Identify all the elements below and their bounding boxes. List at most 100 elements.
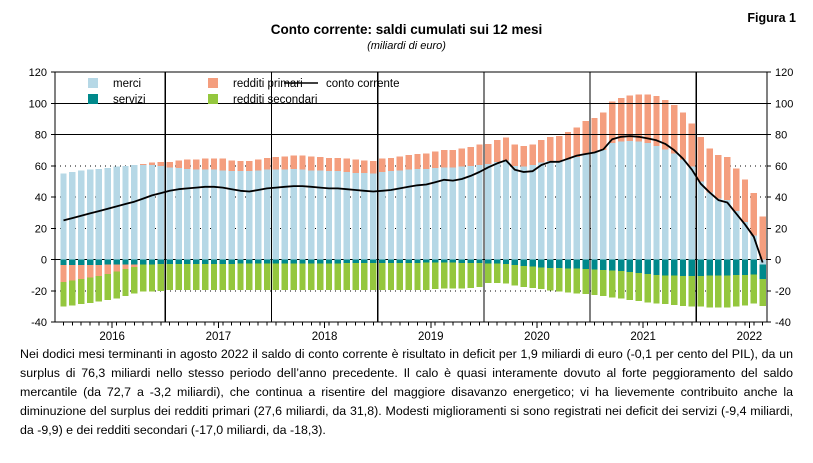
- legend-merci-label: merci: [113, 78, 141, 90]
- bar-segment-redditi-secondari: [299, 263, 306, 290]
- bar-segment-redditi-primari: [724, 157, 731, 201]
- bar-segment-redditi-primari: [564, 132, 572, 160]
- bar-segment-servizi: [378, 259, 386, 263]
- bar-segment-redditi-secondari: [95, 275, 103, 302]
- bar-segment-redditi-primari: [255, 159, 262, 171]
- y-axis-label-right: -20: [775, 286, 791, 298]
- bar-segment-merci: [458, 166, 465, 260]
- bar-segment-redditi-secondari: [263, 263, 271, 290]
- bar-segment-redditi-primari: [600, 112, 607, 151]
- bar-segment-redditi-primari: [308, 156, 315, 171]
- bar-segment-servizi: [396, 259, 403, 263]
- bar-segment-redditi-secondari: [547, 267, 554, 291]
- bar-segment-merci: [352, 172, 359, 260]
- bar-segment-redditi-primari: [113, 264, 120, 272]
- bar-segment-servizi: [157, 259, 165, 265]
- bar-segment-servizi: [113, 259, 120, 265]
- bar-segment-merci: [69, 172, 76, 260]
- bar-segment-redditi-secondari: [653, 274, 660, 304]
- bar-segment-redditi-primari: [316, 157, 324, 171]
- bar-segment-servizi: [219, 259, 226, 264]
- x-axis-year-label: 2019: [418, 331, 444, 343]
- bar-segment-redditi-secondari: [688, 275, 696, 307]
- bar-segment-redditi-secondari: [60, 282, 67, 307]
- bar-segment-merci: [263, 169, 271, 260]
- bar-segment-servizi: [78, 259, 85, 265]
- y-axis-label-left: 80: [35, 130, 47, 142]
- bar-segment-redditi-secondari: [113, 271, 120, 299]
- bar-segment-redditi-secondari: [193, 264, 200, 290]
- bar-segment-redditi-primari: [493, 139, 501, 162]
- bar-segment-redditi-primari: [334, 157, 342, 172]
- y-axis-label-right: 80: [775, 130, 787, 142]
- bar-segment-redditi-primari: [750, 192, 757, 236]
- bar-segment-redditi-secondari: [582, 269, 589, 295]
- bar-segment-redditi-secondari: [78, 279, 85, 305]
- bar-segment-servizi: [263, 259, 271, 264]
- legend-redditi-secondari-label: redditi secondari: [233, 94, 317, 106]
- legend-merci-swatch: [88, 78, 98, 88]
- bar-segment-servizi: [175, 259, 182, 265]
- bar-segment-servizi: [573, 259, 580, 269]
- bar-segment-servizi: [325, 259, 333, 264]
- bar-segment-servizi: [715, 259, 722, 276]
- bar-segment-redditi-primari: [228, 160, 235, 172]
- bar-segment-servizi: [370, 259, 377, 263]
- y-axis-label-right: 40: [775, 192, 787, 204]
- bar-segment-servizi: [617, 259, 625, 272]
- bar-segment-redditi-primari: [440, 150, 448, 168]
- y-axis-label-left: 20: [35, 223, 47, 235]
- bar-segment-redditi-secondari: [370, 262, 377, 290]
- gridlines-front: [55, 102, 767, 135]
- bar-segment-redditi-secondari: [139, 264, 147, 292]
- bar-segment-redditi-secondari: [210, 263, 218, 290]
- bar-segment-redditi-primari: [538, 139, 545, 163]
- bar-segment-redditi-primari: [396, 156, 403, 171]
- bar-segment-redditi-primari: [343, 158, 350, 172]
- bar-segment-redditi-primari: [370, 161, 377, 174]
- bar-segment-servizi: [201, 259, 209, 265]
- bar-segment-redditi-primari: [759, 216, 766, 260]
- x-axis: 2016 2017 2018 2019 2020 2021 2022: [63, 322, 764, 343]
- legend-conto-corrente-label: conto corrente: [326, 78, 400, 90]
- bar-segment-redditi-secondari: [538, 267, 545, 290]
- bar-segment-servizi: [387, 259, 395, 263]
- bar-segment-redditi-primari: [679, 112, 687, 160]
- bar-segment-redditi-secondari: [617, 271, 625, 299]
- bar-segment-merci: [201, 169, 209, 260]
- bar-segment-merci: [95, 168, 103, 260]
- bar-segment-servizi: [255, 259, 262, 264]
- figure-number: Figura 1: [747, 11, 796, 25]
- bar-segment-merci: [600, 150, 607, 260]
- bar-segment-merci: [529, 164, 536, 260]
- bar-segment-redditi-secondari: [670, 275, 678, 305]
- bar-segment-merci: [635, 141, 642, 260]
- bar-segment-servizi: [591, 259, 598, 270]
- bar-segment-merci: [617, 141, 625, 260]
- bar-segment-merci: [467, 165, 474, 260]
- bar-segment-servizi: [414, 259, 421, 263]
- bar-segment-redditi-secondari: [662, 275, 669, 305]
- bar-segment-merci: [343, 172, 350, 260]
- bar-segment-redditi-secondari: [679, 275, 687, 306]
- bar-segment-redditi-secondari: [511, 264, 519, 286]
- bar-segment-redditi-primari: [201, 158, 209, 170]
- bar-segment-servizi: [440, 259, 448, 263]
- bar-segment-merci: [166, 167, 173, 260]
- bar-segment-servizi: [405, 259, 412, 263]
- bar-segment-merci: [440, 167, 448, 260]
- bar-segment-servizi: [210, 259, 218, 264]
- bar-segment-servizi: [139, 259, 147, 265]
- bar-segment-redditi-primari: [299, 155, 306, 170]
- bar-segment-merci: [520, 166, 527, 260]
- bar-segment-merci: [308, 170, 315, 260]
- bar-segment-redditi-primari: [122, 264, 129, 270]
- bar-segment-redditi-secondari: [405, 262, 412, 290]
- bar-segment-merci: [493, 161, 501, 260]
- bar-segment-servizi: [60, 259, 67, 265]
- bar-segment-servizi: [122, 259, 129, 265]
- bar-segment-redditi-secondari: [414, 262, 421, 290]
- bar-segment-redditi-secondari: [334, 263, 342, 290]
- bar-segment-merci: [414, 168, 421, 260]
- y-axis-label-right: 60: [775, 161, 787, 173]
